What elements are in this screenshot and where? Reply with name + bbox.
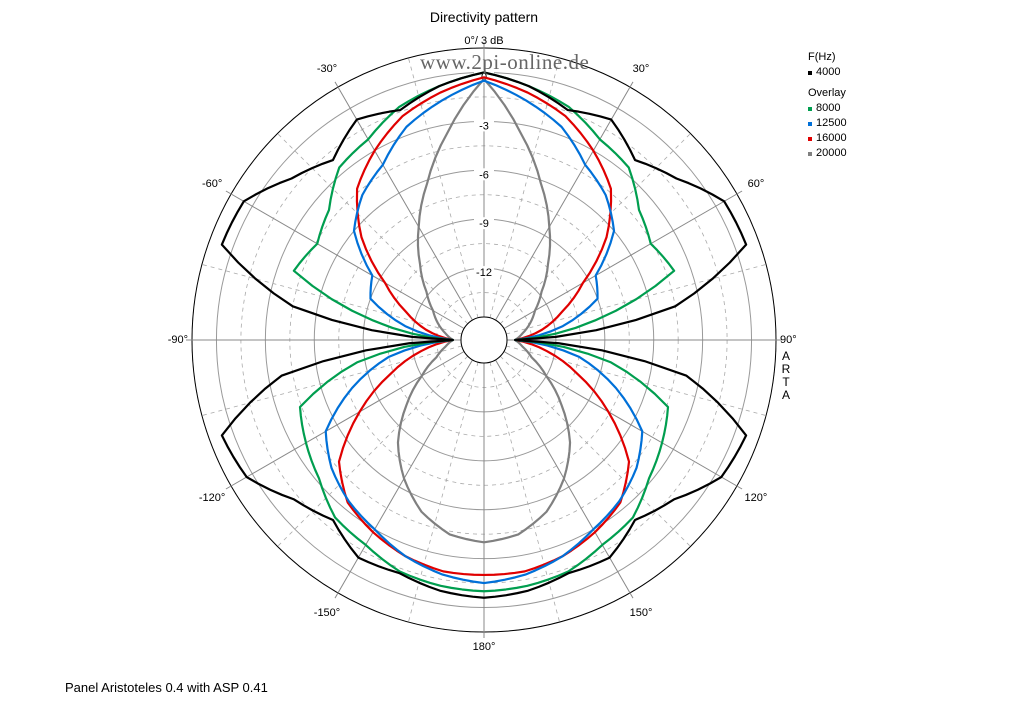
legend-overlay-title: Overlay xyxy=(808,87,846,99)
legend-label: 4000 xyxy=(816,66,841,78)
radial-tick-label: -9 xyxy=(479,218,489,230)
legend-swatch xyxy=(808,136,812,141)
radial-label-bg xyxy=(474,266,494,279)
side-label-letter: A xyxy=(781,349,790,363)
angle-tick-label: 120° xyxy=(745,492,768,504)
spoke-line-minor xyxy=(506,345,767,416)
radial-label-bg xyxy=(474,217,494,230)
center-hole xyxy=(460,316,508,364)
spoke-line-minor xyxy=(201,345,462,416)
legend-swatch xyxy=(808,106,812,111)
radial-label-bg xyxy=(474,119,494,132)
radial-tick-label: -12 xyxy=(476,267,492,279)
spoke-line-minor xyxy=(277,133,469,325)
legend-swatch xyxy=(808,151,812,156)
angle-tick-label: 150° xyxy=(630,607,653,619)
angle-tick-label: 90° xyxy=(780,334,797,346)
radial-label-bg xyxy=(474,168,494,181)
series-curves xyxy=(220,71,748,599)
series-curve-8000 xyxy=(292,71,676,593)
series-curve-20000 xyxy=(396,77,572,544)
legend-item: 4000 xyxy=(808,65,847,80)
legend-item: 8000 xyxy=(808,101,847,116)
angle-tick-label: -60° xyxy=(202,178,222,190)
legend-item: 12500 xyxy=(808,116,847,131)
chart-title: Directivity pattern xyxy=(429,9,539,25)
spoke-line xyxy=(503,190,743,329)
angle-tick-label: -30° xyxy=(317,63,337,75)
side-label: A R T A xyxy=(780,350,792,402)
legend-label: 20000 xyxy=(816,147,847,159)
spoke-line-minor xyxy=(506,264,767,335)
legend-label: 16000 xyxy=(816,132,847,144)
angle-tick-label: 30° xyxy=(633,63,650,75)
angle-tick-label: -90° xyxy=(168,334,188,346)
legend-label: 12500 xyxy=(816,117,847,129)
spoke-line xyxy=(334,81,473,321)
spoke-line-minor xyxy=(489,57,560,318)
series-curve-16000 xyxy=(337,76,631,577)
spoke-line-minor xyxy=(499,133,691,325)
angle-tick-label: -150° xyxy=(314,607,340,619)
angle-labels: 0°/ 3 dB 30° 60° 90° 120° 150° 180° -150° -120° -… xyxy=(168,35,797,653)
legend-item: 16000 xyxy=(808,131,847,146)
side-label-letter: A xyxy=(781,388,790,402)
legend-item: 20000 xyxy=(808,146,847,161)
series-curve-12500 xyxy=(324,79,644,585)
spoke-line-minor xyxy=(201,264,462,335)
spoke-line-minor xyxy=(499,355,691,547)
spoke-line xyxy=(225,351,465,490)
spoke-line xyxy=(503,351,743,490)
legend-title: F(Hz) xyxy=(808,51,836,63)
angle-tick-label: 60° xyxy=(748,178,765,190)
legend-label: 8000 xyxy=(816,102,841,114)
spoke-line xyxy=(495,81,634,321)
footer-caption: Panel Aristoteles 0.4 with ASP 0.41 xyxy=(65,680,268,695)
watermark-text: www.2pi-online.de xyxy=(420,50,590,74)
spoke-line xyxy=(225,190,465,329)
radial-tick-label: -6 xyxy=(479,169,489,181)
angle-tick-label: -120° xyxy=(199,492,225,504)
legend-swatch xyxy=(808,70,812,75)
series-curve-4000 xyxy=(220,71,748,599)
side-label-letter: T xyxy=(782,375,790,389)
radial-tick-label: -3 xyxy=(479,120,489,132)
legend: F(Hz) 4000 Overlay 8000 12500 16000 2000… xyxy=(808,50,847,161)
spoke-line-minor xyxy=(408,57,479,318)
legend-swatch xyxy=(808,121,812,126)
angle-tick-label: 0°/ 3 dB xyxy=(464,35,503,47)
spoke-line-minor xyxy=(277,355,469,547)
side-label-letter: R xyxy=(781,362,791,376)
angle-tick-label: 180° xyxy=(473,641,496,653)
